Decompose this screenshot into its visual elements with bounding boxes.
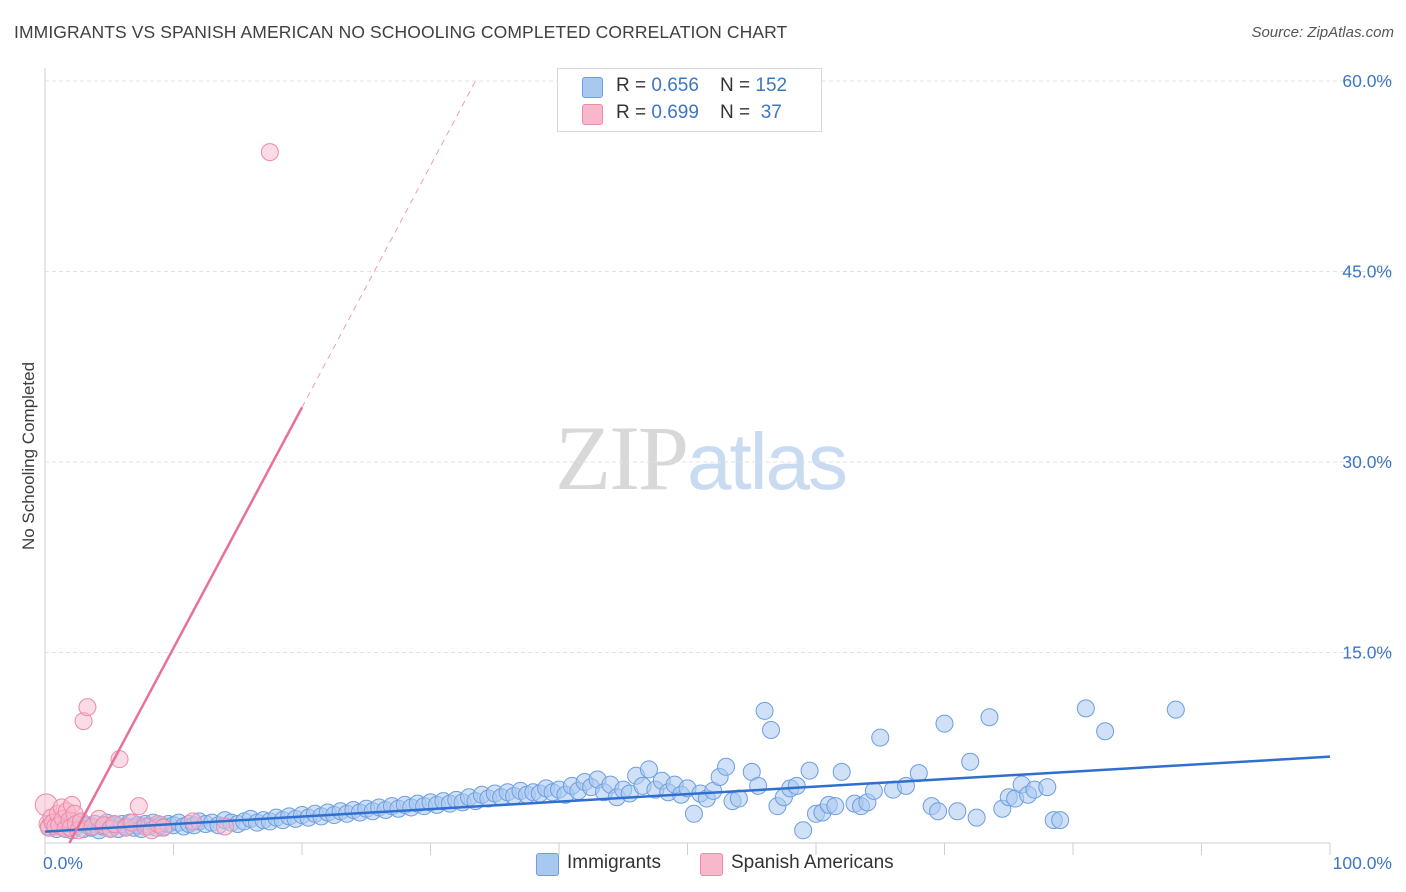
- x-tick-label: 0.0%: [43, 853, 83, 873]
- immigrants-point: [832, 762, 851, 781]
- correlation-legend: R = 0.656 N = 152 R = 0.699 N = 37: [557, 68, 822, 132]
- immigrants-point: [762, 720, 781, 739]
- grid-lines: [45, 80, 1392, 653]
- spanish-point: [78, 698, 97, 717]
- r-value: 0.656: [651, 75, 699, 96]
- immigrants-point: [864, 781, 883, 800]
- immigrants-point: [1096, 722, 1115, 741]
- immigrants-point: [755, 701, 774, 720]
- immigrants-point: [871, 728, 890, 747]
- watermark-zip: ZIP: [555, 407, 689, 509]
- spanish-point: [154, 818, 173, 837]
- immigrants-point: [684, 804, 703, 823]
- chart-title: IMMIGRANTS VS SPANISH AMERICAN NO SCHOOL…: [14, 22, 788, 42]
- spanish-legend-swatch: [700, 853, 723, 876]
- immigrants-point: [717, 757, 736, 776]
- r-value: 0.699: [651, 102, 699, 123]
- immigrants-point: [1051, 811, 1070, 830]
- spanish-point: [129, 797, 148, 816]
- legend-label-spanish-americans: Spanish Americans: [731, 852, 894, 873]
- y-tick-label: 15.0%: [1342, 643, 1392, 663]
- trend-lines: [44, 80, 1331, 844]
- r-label: R =: [616, 102, 652, 123]
- spanish-trend-extension: [301, 80, 476, 408]
- immigrants-legend-swatch: [536, 853, 559, 876]
- immigrants-point: [800, 761, 819, 780]
- y-tick-label: 30.0%: [1342, 452, 1392, 472]
- source-credit: Source: ZipAtlas.com: [1251, 24, 1394, 41]
- y-tick-label: 45.0%: [1342, 262, 1392, 282]
- immigrants-swatch: [582, 77, 603, 98]
- x-tick-label: 100.0%: [1333, 853, 1392, 873]
- immigrants-point: [1038, 778, 1057, 797]
- immigrants-points: [39, 699, 1185, 840]
- immigrants-point: [980, 708, 999, 727]
- immigrants-point: [929, 802, 948, 821]
- r-label: R =: [616, 75, 652, 96]
- immigrants-point: [948, 802, 967, 821]
- n-value: 37: [755, 102, 782, 123]
- immigrants-point: [967, 808, 986, 827]
- spanish-points: [34, 143, 279, 840]
- immigrants-point: [826, 797, 845, 816]
- tick-labels: 15.0% 30.0% 45.0% 60.0% 0.0% 100.0%: [43, 71, 1392, 873]
- immigrants-point: [749, 776, 768, 795]
- n-label: N =: [720, 102, 756, 123]
- immigrants-trend-line: [44, 755, 1331, 833]
- immigrants-point: [1076, 699, 1095, 718]
- legend-label-immigrants: Immigrants: [567, 852, 661, 873]
- immigrants-point: [935, 714, 954, 733]
- spanish-point: [260, 143, 279, 162]
- immigrants-point: [787, 776, 806, 795]
- spanish-swatch: [582, 104, 603, 125]
- immigrants-point: [639, 760, 658, 779]
- y-tick-label: 60.0%: [1342, 71, 1392, 91]
- legend-stats-immigrants: R = 0.656 N = 152: [616, 75, 787, 97]
- series-legend: Immigrants Spanish Americans: [0, 850, 1406, 880]
- immigrants-point: [1166, 700, 1185, 719]
- zipatlas-watermark: ZIPatlas: [555, 405, 848, 511]
- immigrants-point: [961, 752, 980, 771]
- n-value: 152: [755, 75, 788, 96]
- n-label: N =: [720, 75, 756, 96]
- spanish-trend-line: [68, 406, 304, 844]
- axes: [44, 68, 1331, 855]
- y-axis-label: No Schooling Completed: [19, 362, 38, 550]
- legend-stats-spanish: R = 0.699 N = 37: [616, 102, 782, 124]
- immigrants-point: [794, 821, 813, 840]
